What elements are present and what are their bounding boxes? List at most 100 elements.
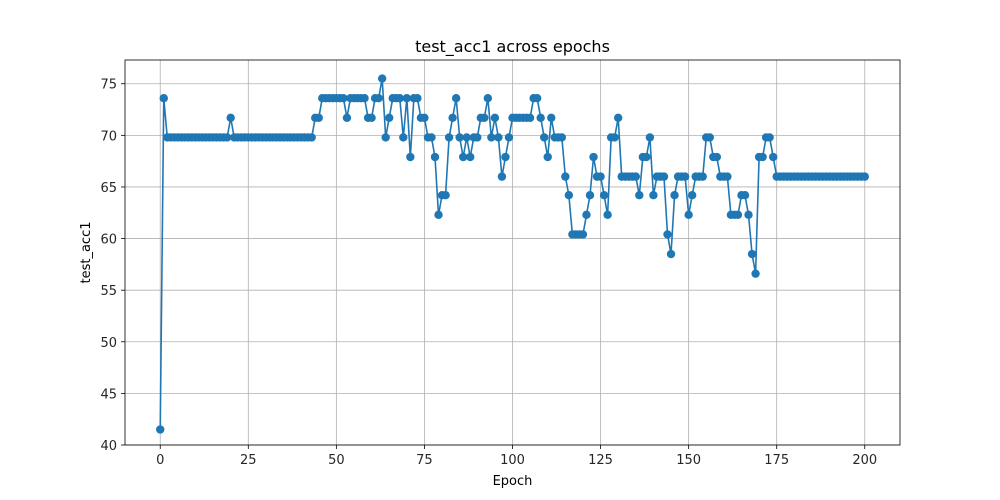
data-point [466, 152, 475, 162]
data-point [705, 133, 714, 142]
data-point [723, 172, 732, 181]
data-point [434, 210, 443, 220]
data-point [733, 210, 743, 220]
data-point [525, 113, 535, 123]
data-point [314, 113, 323, 123]
data-point [427, 133, 436, 142]
data-point [589, 152, 598, 162]
data-point [659, 172, 669, 181]
data-point [564, 191, 574, 200]
data-point [367, 113, 376, 123]
data-point [395, 93, 404, 103]
x-tick-label: 200 [852, 453, 877, 468]
y-tick-label: 40 [100, 439, 117, 454]
data-point [663, 230, 672, 239]
x-axis-ticks: 0 25 50 75 100 125 150 175 200 [156, 445, 877, 468]
data-point [374, 93, 383, 103]
data-point [385, 113, 394, 123]
data-point [455, 133, 464, 142]
data-point [441, 191, 450, 200]
data-point [557, 133, 567, 142]
x-tick-label: 100 [500, 453, 525, 468]
data-point [543, 152, 552, 162]
data-point [156, 425, 165, 434]
y-tick-label: 65 [100, 181, 117, 196]
data-point [740, 191, 750, 200]
data-point [430, 152, 440, 162]
data-point [490, 113, 500, 123]
data-point [536, 113, 545, 123]
y-tick-label: 50 [100, 336, 117, 351]
data-point [226, 113, 235, 123]
data-point [540, 133, 549, 142]
data-point [649, 191, 658, 200]
data-point [501, 152, 510, 162]
data-point [399, 133, 408, 142]
y-tick-label: 45 [100, 387, 117, 402]
data-point [635, 191, 644, 200]
data-point [494, 133, 503, 142]
data-point [497, 172, 507, 181]
data-point [631, 172, 640, 181]
y-axis-ticks: 40 45 50 55 60 65 70 75 [100, 78, 125, 454]
data-point [377, 74, 387, 83]
x-axis-label: Epoch [493, 474, 533, 489]
data-point [480, 113, 489, 123]
data-point [765, 133, 774, 142]
data-point [406, 152, 415, 162]
data-point [751, 269, 760, 278]
data-point [458, 152, 468, 162]
data-point [413, 93, 422, 103]
data-point [684, 210, 693, 220]
data-point [451, 93, 461, 103]
x-tick-label: 175 [764, 453, 789, 468]
data-point [339, 93, 348, 103]
x-tick-label: 0 [156, 453, 164, 468]
data-point [473, 133, 482, 142]
x-tick-label: 25 [240, 453, 257, 468]
data-point [159, 93, 168, 103]
data-point [307, 133, 316, 142]
data-point [381, 133, 390, 142]
data-point [645, 133, 655, 142]
data-point [585, 191, 595, 200]
data-point [698, 172, 707, 181]
data-point [596, 172, 605, 181]
data-point [687, 191, 697, 200]
data-point [666, 249, 676, 259]
data-point [670, 191, 679, 200]
data-point [487, 133, 496, 142]
y-axis-label: test_acc1 [79, 222, 94, 284]
x-tick-label: 125 [588, 453, 613, 468]
data-point [582, 210, 591, 220]
data-point [747, 249, 757, 259]
data-point [860, 172, 869, 181]
data-point [603, 210, 612, 220]
x-tick-label: 150 [676, 453, 701, 468]
data-point [768, 152, 778, 162]
data-point [342, 113, 352, 123]
data-point [758, 152, 767, 162]
data-point [483, 93, 493, 103]
y-tick-label: 60 [100, 233, 117, 248]
data-point [561, 172, 570, 181]
data-point [599, 191, 609, 200]
data-point [360, 93, 369, 103]
data-point [642, 152, 651, 162]
data-point [444, 133, 454, 142]
x-tick-label: 75 [416, 453, 433, 468]
data-point [547, 113, 556, 123]
data-point [504, 133, 514, 142]
data-point [222, 133, 232, 142]
data-point [448, 113, 457, 123]
data-point [578, 230, 588, 239]
data-point [744, 210, 753, 220]
data-series [156, 74, 869, 434]
data-point [532, 93, 542, 103]
x-tick-label: 50 [328, 453, 345, 468]
data-point [462, 133, 471, 142]
y-tick-label: 75 [100, 78, 117, 93]
data-point [613, 113, 623, 123]
